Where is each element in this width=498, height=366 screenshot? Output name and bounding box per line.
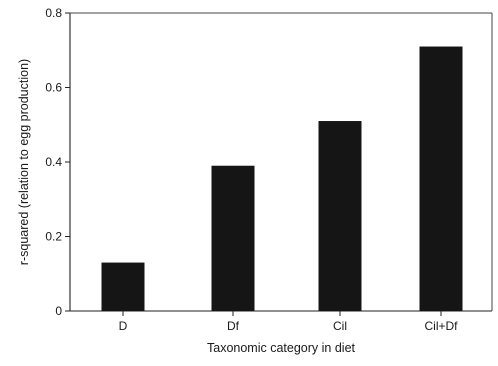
y-tick-label: 0.6 [45,81,62,95]
x-tick-label: Cil+Df [424,319,458,333]
bar-cil-df [420,47,463,311]
bar-cil [319,121,362,311]
y-tick-label: 0.8 [45,6,62,20]
y-axis-title: r-squared (relation to egg production) [17,59,31,265]
x-tick-label: D [119,319,128,333]
x-tick-label: Cil [333,319,347,333]
y-ticks-group: 0 0.2 0.4 0.6 0.8 [45,6,70,318]
bars-group [102,47,463,311]
y-tick-label: 0.2 [45,230,62,244]
bar-d [102,263,145,311]
y-tick-label: 0.4 [45,155,62,169]
bar-df [212,166,255,311]
y-tick-label: 0 [55,304,62,318]
x-tick-label: Df [227,319,240,333]
x-ticks-group: D Df Cil Cil+Df [119,311,459,333]
x-axis-title: Taxonomic category in diet [207,341,356,355]
